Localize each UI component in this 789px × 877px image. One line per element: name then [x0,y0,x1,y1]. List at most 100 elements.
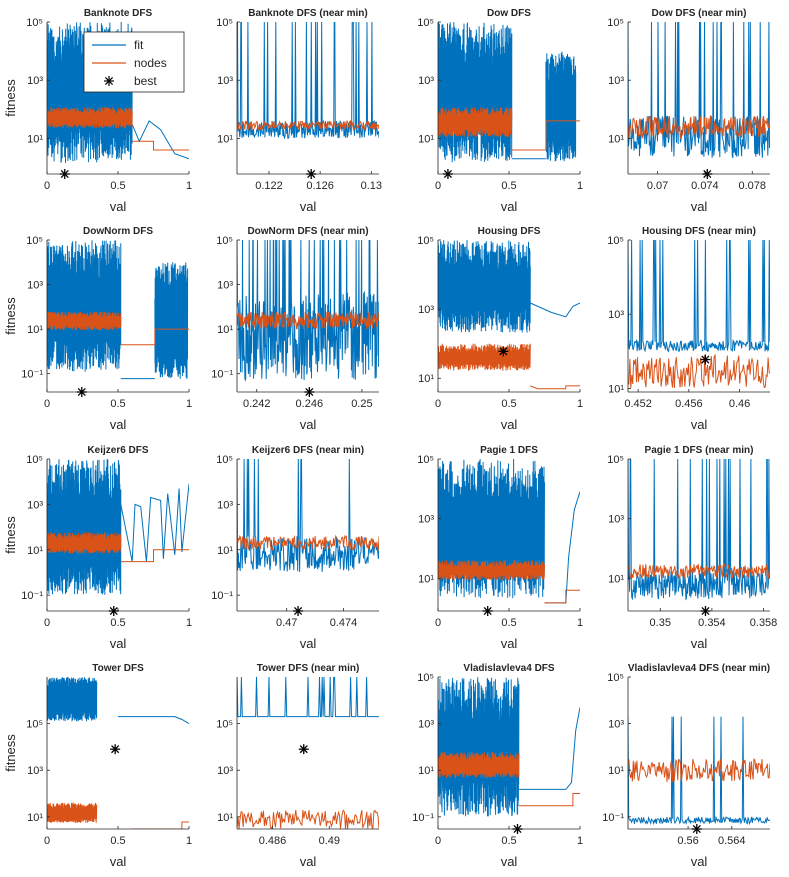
subplot: 0 0.5 1 10¹ 10³ 10⁵ Dow DFS val [417,8,583,214]
x-tick-label: 1 [577,398,583,410]
fit-series [438,677,520,817]
y-tick-label: 10⁵ [607,235,624,247]
subplot: 0 0.5 1 10⁻¹ 10¹ 10³ 10⁵ DowNorm DFS val fitness [3,226,192,432]
x-axis-label: val [300,854,317,869]
y-tick-label: 10⁵ [607,672,624,684]
x-tick-label: 0.074 [691,180,719,192]
x-tick-label: 0 [435,180,441,192]
x-tick-label: 0 [435,617,441,629]
plot-area [628,716,770,826]
subplot-title: Banknote DFS (near min) [248,8,367,19]
y-tick-label: 10³ [418,514,434,526]
best-marker [110,744,121,755]
best-marker [76,387,87,397]
plot-area [438,240,580,390]
y-tick-label: 10⁻¹ [602,812,624,824]
nodes-series [438,343,531,371]
y-tick-label: 10¹ [418,765,434,777]
x-tick-label: 0.5 [501,835,516,847]
y-tick-label: 10⁵ [607,454,624,466]
y-tick-label: 10⁵ [216,454,233,466]
x-axis-label: val [300,417,317,432]
fit-series [438,459,545,599]
x-tick-label: 0.354 [698,617,726,629]
x-tick-label: 0.5 [501,617,516,629]
y-tick-label: 10⁻¹ [211,590,233,602]
subplot-title: DowNorm DFS (near min) [247,226,368,237]
subplot-title: Tower DFS [92,663,144,674]
best-marker [691,824,702,834]
subplot-title: Dow DFS (near min) [651,8,746,19]
nodes-series [237,119,379,132]
plot-area [438,22,580,163]
x-tick-label: 1 [186,398,192,410]
x-tick-label: 0.456 [675,398,703,410]
fit-series [628,22,770,159]
legend-label: fit [134,38,144,52]
x-axis-label: val [300,199,317,214]
fit-series [544,491,580,604]
x-tick-label: 1 [186,180,192,192]
subplot: 0 0.5 1 10¹ 10³ 10⁵ Tower DFS val fitness [3,663,192,869]
fit-series [47,240,122,372]
x-tick-label: 0.078 [738,180,766,192]
plot-area [237,459,379,572]
nodes-series [438,560,545,581]
x-tick-label: 0 [44,398,50,410]
plot-area [628,240,770,389]
y-tick-label: 10⁵ [216,719,233,731]
nodes-series [237,310,379,330]
nodes-series [47,107,133,129]
nodes-series [628,353,770,389]
x-tick-label: 0.452 [624,398,652,410]
x-tick-label: 0.47 [276,617,297,629]
x-tick-label: 1 [577,180,583,192]
best-marker [108,606,119,616]
x-tick-label: 0 [44,180,50,192]
best-marker [293,606,304,616]
nodes-series [47,802,98,823]
subplot-title: Banknote DFS [84,8,153,19]
x-tick-label: 0.07 [647,180,668,192]
subplot-title: Pagie 1 DFS [480,445,538,456]
fit-series [154,262,189,379]
nodes-series [120,328,189,346]
y-tick-label: 10¹ [217,545,233,557]
subplot: 0.486 0.49 10¹ 10³ 10⁵ Tower DFS (near min) va… [216,663,379,869]
y-tick-label: 10³ [608,514,624,526]
plot-area [628,459,770,601]
subplot: 0.47 0.474 10⁻¹ 10¹ 10³ 10⁵ Keijzer6 DFS (near… [211,445,379,651]
x-tick-label: 0.474 [330,617,358,629]
y-tick-label: 10³ [217,499,233,511]
y-tick-label: 10⁻¹ [21,590,43,602]
x-tick-label: 0.25 [351,398,372,410]
subplot-title: Tower DFS (near min) [257,663,360,674]
subplot: 0 0.5 1 10⁻¹ 10¹ 10³ 10⁵ Vladislavleva4 DFS val [412,663,583,869]
fit-series [47,677,98,722]
fit-series [237,240,379,382]
y-tick-label: 10⁵ [417,235,434,247]
nodes-series [237,809,379,829]
subplot: 0 0.5 1 10¹ 10³ 10⁵ Pagie 1 DFS val [417,445,583,651]
nodes-series [628,563,770,579]
x-tick-label: 0.5 [501,180,516,192]
best-marker [442,169,453,179]
subplot-title: Dow DFS [487,8,531,19]
x-tick-label: 0.126 [306,180,334,192]
subplot: 0.07 0.074 0.078 10¹ 10³ 10⁵ Dow DFS (near min… [607,8,770,214]
best-marker [306,169,317,179]
x-axis-label: val [110,854,127,869]
subplot: 0 0.5 1 10¹ 10³ 10⁵ Housing DFS val [417,226,583,432]
nodes-series [132,821,189,829]
x-tick-label: 0.46 [729,398,750,410]
y-axis-label: fitness [3,516,18,554]
y-tick-label: 10¹ [418,133,434,145]
plot-area [438,677,580,817]
subplot: 0.56 0.564 10⁻¹ 10¹ 10³ 10⁵ Vladislavleva4 DFS… [602,663,770,869]
y-tick-label: 10³ [418,719,434,731]
x-tick-label: 1 [577,835,583,847]
nodes-series [120,549,189,563]
subplot: 0 0.5 1 10¹ 10³ 10⁵ Banknote DFS val fitness fit n… [3,8,192,214]
plot-area [237,677,379,829]
